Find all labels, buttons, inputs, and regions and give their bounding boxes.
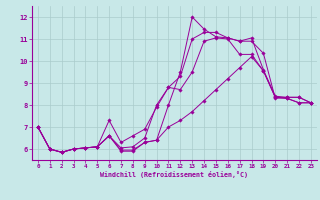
- X-axis label: Windchill (Refroidissement éolien,°C): Windchill (Refroidissement éolien,°C): [100, 171, 248, 178]
